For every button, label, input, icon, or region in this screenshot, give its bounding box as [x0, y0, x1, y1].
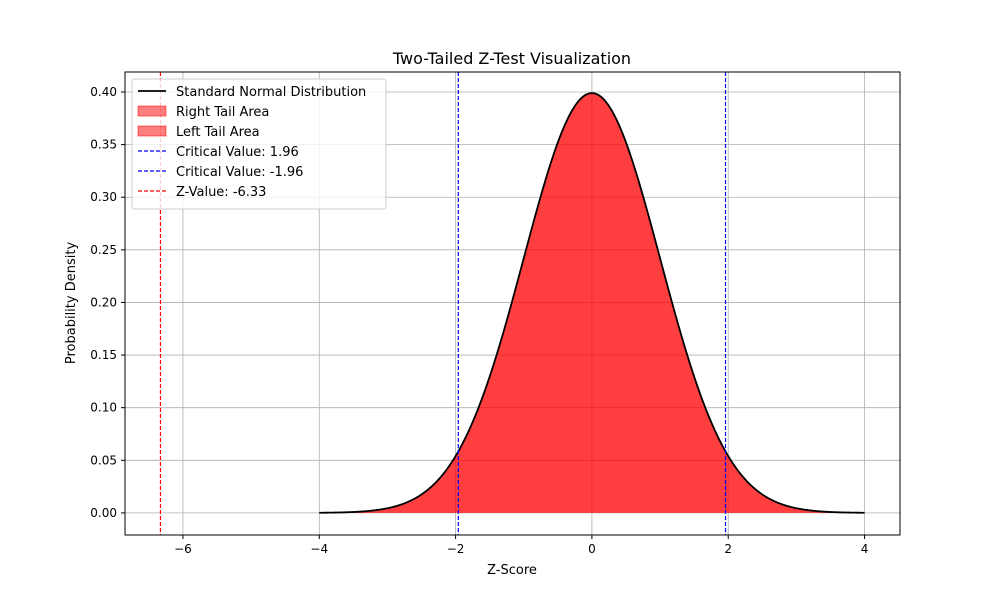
legend-label: Z-Value: -6.33: [176, 185, 266, 200]
legend-box: [131, 78, 387, 210]
y-tick-label: 0.20: [90, 295, 117, 309]
x-tick-label: −2: [447, 542, 465, 556]
chart-title: Two-Tailed Z-Test Visualization: [392, 49, 631, 68]
plot-frame: [124, 71, 901, 536]
normal-curve: [319, 92, 865, 514]
fill-left-tail-area: [319, 93, 865, 513]
legend: Standard Normal Distribution Right Tail A…: [131, 78, 387, 210]
y-tick-label: 0.30: [90, 190, 117, 204]
y-tick-label: 0.15: [90, 348, 117, 362]
legend-patch-swatch: [137, 105, 167, 117]
y-tick-label: 0.40: [90, 85, 117, 99]
y-tick-label: 0.35: [90, 138, 117, 152]
y-tick-label: 0.25: [90, 243, 117, 257]
legend-label: Critical Value: -1.96: [176, 165, 303, 180]
x-axis-label: Z-Score: [487, 563, 537, 578]
x-tick-label: −4: [310, 542, 328, 556]
y-tick-label: 0.10: [90, 401, 117, 415]
y-tick-label: 0.05: [90, 453, 117, 467]
x-tick-label: 2: [724, 542, 732, 556]
legend-label: Right Tail Area: [176, 105, 269, 120]
y-axis-label: Probability Density: [64, 242, 79, 365]
legend-patch-swatch: [137, 125, 167, 137]
legend-label: Standard Normal Distribution: [176, 85, 366, 100]
x-tick-label: −6: [174, 542, 192, 556]
x-tick-label: 0: [588, 542, 596, 556]
x-tick-label: 4: [861, 542, 869, 556]
legend-label: Left Tail Area: [176, 125, 260, 140]
legend-label: Critical Value: 1.96: [176, 145, 299, 160]
y-tick-label: 0.00: [90, 506, 117, 520]
